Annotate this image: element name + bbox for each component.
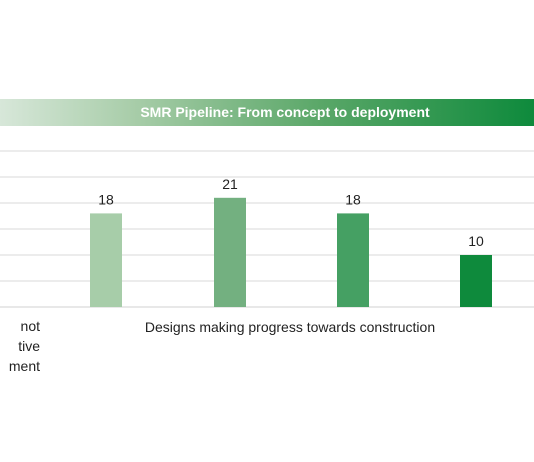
- bars: [90, 197, 492, 307]
- bar: [460, 255, 492, 307]
- data-label: 21: [222, 176, 238, 192]
- data-label: 10: [468, 233, 484, 249]
- bar: [214, 197, 246, 307]
- right-group-label: Designs making progress towards construc…: [144, 319, 436, 335]
- bar: [337, 213, 369, 307]
- data-label: 18: [98, 191, 114, 207]
- left-group-label-line: tive: [18, 338, 40, 354]
- data-label: 18: [345, 191, 361, 207]
- title-banner: [0, 99, 534, 126]
- left-group-label: not tive ment: [0, 316, 40, 376]
- left-group-label-line: not: [20, 318, 40, 334]
- gridlines: [0, 150, 534, 308]
- left-group-label-line: ment: [8, 358, 40, 374]
- chart-title: SMR Pipeline: From concept to deployment: [140, 104, 430, 120]
- data-labels: 18 21 18 10: [98, 176, 484, 249]
- bar: [90, 213, 122, 307]
